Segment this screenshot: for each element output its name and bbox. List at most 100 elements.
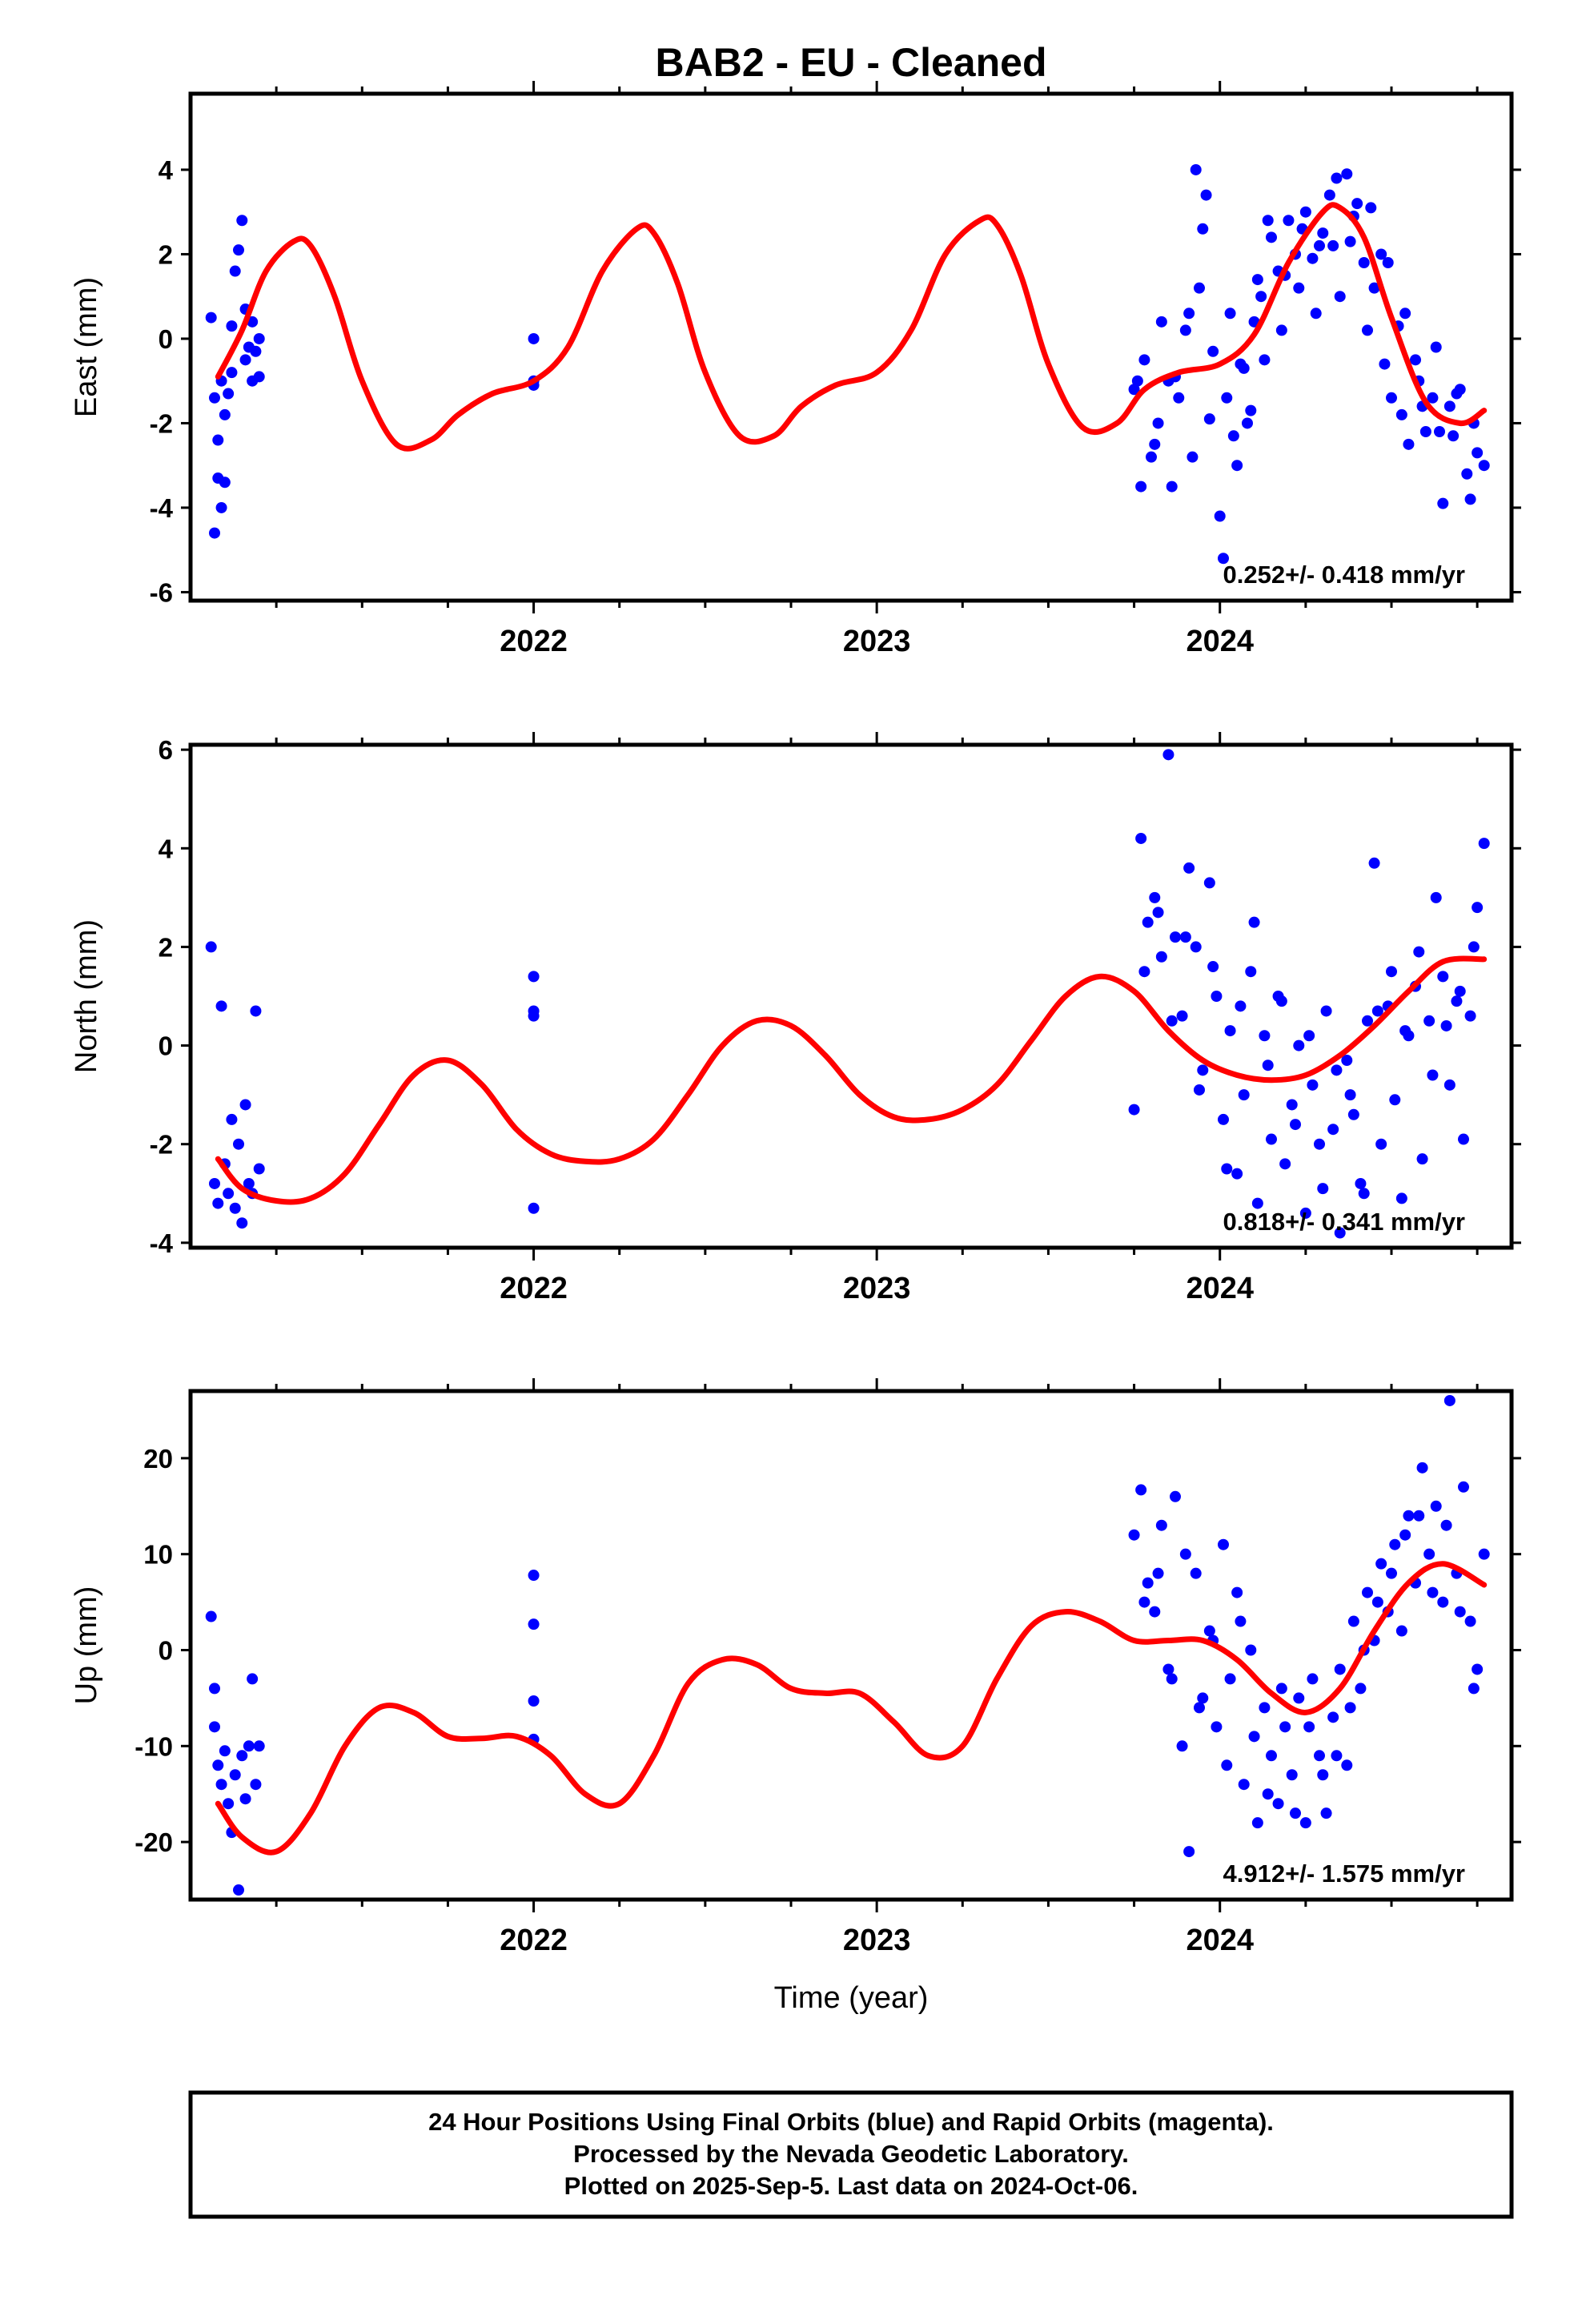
north-data-point <box>1399 1025 1411 1037</box>
north-data-point <box>1341 1055 1353 1067</box>
north-y-axis-label: North (mm) <box>70 919 103 1073</box>
east-data-point <box>1155 316 1167 328</box>
north-x-tick-label: 2022 <box>500 1272 568 1305</box>
north-data-point <box>212 1197 224 1209</box>
east-data-point <box>1351 198 1363 210</box>
up-data-point <box>1179 1548 1191 1560</box>
north-data-point <box>1152 907 1164 919</box>
east-data-point <box>1266 231 1277 243</box>
east-x-tick-label: 2023 <box>843 625 911 658</box>
footer-box: 24 Hour Positions Using Final Orbits (bl… <box>188 2090 1514 2219</box>
east-data-point <box>209 392 220 404</box>
up-data-point <box>1371 1596 1383 1608</box>
north-data-point <box>1344 1089 1356 1101</box>
east-data-point <box>1283 215 1295 227</box>
east-data-point <box>1334 291 1346 303</box>
up-data-point <box>247 1673 259 1685</box>
east-data-point <box>1166 480 1178 493</box>
east-data-point <box>1344 235 1356 247</box>
east-data-point <box>1395 408 1407 420</box>
up-data-point <box>205 1610 217 1622</box>
up-data-point <box>1430 1500 1442 1512</box>
up-x-tick-label: 2022 <box>500 1924 568 1957</box>
east-data-point <box>1430 341 1442 353</box>
up-data-point <box>1176 1740 1188 1752</box>
north-x-tick-label: 2024 <box>1186 1272 1254 1305</box>
east-data-point <box>209 527 220 539</box>
up-data-point <box>1334 1663 1346 1675</box>
up-data-point <box>1464 1615 1476 1627</box>
east-data-point <box>1255 291 1267 303</box>
north-data-point <box>1162 749 1174 761</box>
up-data-point <box>1251 1817 1263 1829</box>
up-data-point <box>1389 1538 1401 1550</box>
east-data-point <box>1231 460 1243 472</box>
up-data-point <box>1299 1817 1311 1829</box>
north-data-point <box>1203 877 1215 889</box>
east-data-point <box>1262 215 1274 227</box>
north-data-point <box>1149 891 1161 903</box>
north-plot-frame <box>188 742 1514 1250</box>
up-data-point <box>1290 1807 1301 1819</box>
north-data-point <box>236 1217 248 1229</box>
up-data-point <box>1307 1673 1319 1685</box>
north-data-point <box>1155 951 1167 963</box>
north-rate-label: 0.818+/- 0.341 mm/yr <box>1223 1208 1465 1236</box>
east-data-point <box>1183 308 1195 320</box>
north-data-point <box>528 1010 540 1022</box>
east-data-point <box>1362 324 1373 336</box>
east-data-point <box>233 244 244 256</box>
up-panel: -20 -10 0 10 20 2022 2023 2024 Up (mm) 4.912+/- 1… <box>70 1378 1521 1957</box>
north-data-point <box>209 1177 220 1189</box>
up-data-point <box>1375 1558 1387 1570</box>
north-data-point <box>1468 941 1480 953</box>
north-data-point <box>1334 1227 1346 1239</box>
east-data-point <box>1403 438 1415 450</box>
up-data-point <box>1286 1769 1298 1781</box>
east-data-point <box>1197 223 1209 235</box>
east-data-point <box>1375 248 1387 260</box>
east-data-point <box>1227 430 1239 442</box>
east-data-point <box>1235 358 1247 370</box>
up-data-point <box>1211 1721 1223 1733</box>
up-data-point <box>1275 1683 1287 1695</box>
east-data-point <box>1131 375 1143 387</box>
north-data-point <box>528 1202 540 1214</box>
up-data-point <box>215 1779 227 1791</box>
up-data-point <box>1440 1519 1452 1531</box>
east-data-point <box>1203 413 1215 425</box>
up-data-point <box>1183 1846 1195 1858</box>
north-data-point <box>1259 1030 1271 1042</box>
north-data-point <box>1327 1124 1339 1136</box>
east-data-point <box>219 476 231 489</box>
up-data-point <box>1454 1606 1466 1618</box>
north-y-tick-label: 4 <box>159 834 174 863</box>
north-data-point <box>1231 1168 1243 1180</box>
east-y-tick-label: -6 <box>150 577 173 607</box>
east-data-point <box>1242 417 1253 429</box>
up-y-axis-label: Up (mm) <box>70 1586 103 1705</box>
north-data-point <box>1183 862 1195 874</box>
north-data-point <box>1331 1064 1343 1076</box>
east-data-point <box>1365 202 1377 214</box>
up-y-tick-label: -20 <box>135 1827 173 1857</box>
up-data-point <box>1152 1567 1164 1579</box>
up-data-point <box>1293 1692 1305 1704</box>
east-fit-curve <box>215 202 1488 452</box>
east-x-tick-label: 2022 <box>500 625 568 658</box>
up-data-point <box>1320 1807 1332 1819</box>
east-data-point <box>219 408 231 420</box>
north-data-point <box>1238 1089 1250 1101</box>
east-data-point <box>1386 392 1397 404</box>
north-data-point <box>1358 1188 1370 1200</box>
up-data <box>205 1394 1490 1896</box>
north-panel: -4 -2 0 2 4 6 2022 2023 2024 North (mm) 0.818+/- 0… <box>70 732 1521 1305</box>
up-data-point <box>1221 1759 1233 1771</box>
north-data-point <box>1440 1019 1452 1031</box>
east-data-point <box>1419 426 1431 437</box>
north-y-tick-label: -4 <box>150 1228 174 1258</box>
east-data-point <box>1427 392 1439 404</box>
east-y-tick-label: -4 <box>150 493 174 523</box>
east-data-point <box>1152 417 1164 429</box>
east-data-point <box>1323 189 1335 201</box>
